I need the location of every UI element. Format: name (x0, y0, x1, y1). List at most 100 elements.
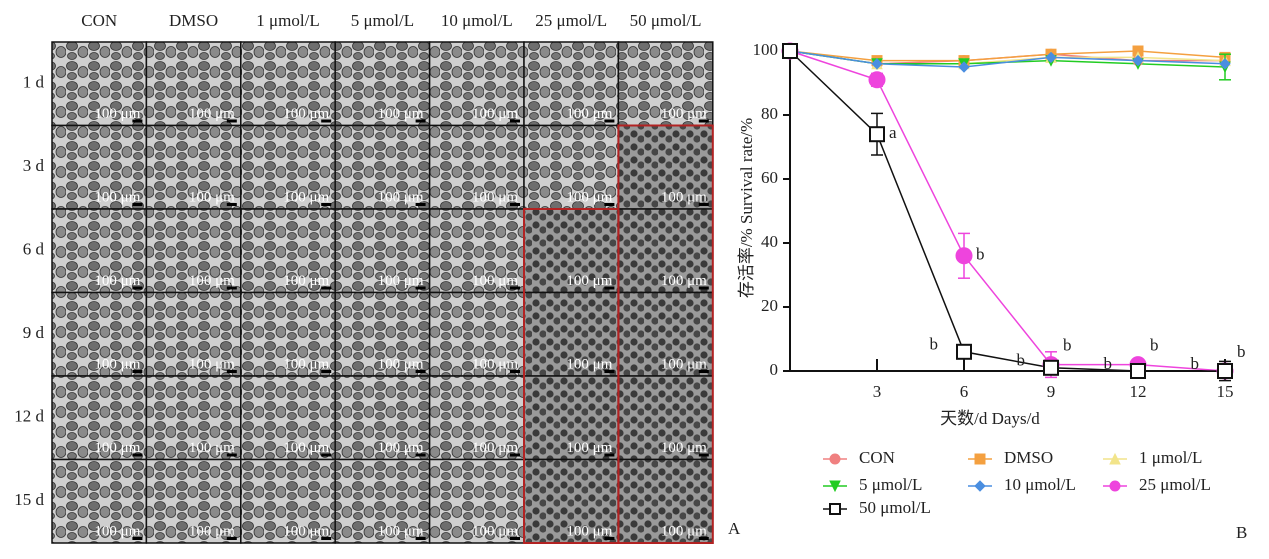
point (956, 343, 972, 360)
micrograph (51, 291, 148, 377)
micrograph (523, 458, 620, 544)
legend-label: 25 μmol/L (1139, 475, 1211, 494)
scale-bar (132, 286, 143, 290)
scale-bar (415, 537, 426, 540)
scale-bar (132, 370, 143, 373)
scale-bar (415, 119, 426, 123)
point (1217, 363, 1233, 379)
legend-item: 5 μmol/L (823, 475, 922, 494)
scale-bar-label: 100 μm (661, 356, 707, 372)
scale-bar-label: 100 μm (94, 106, 140, 122)
scale-bar-label: 100 μm (472, 356, 518, 372)
scale-bar (604, 370, 615, 373)
scale-bar (510, 119, 520, 123)
column-label: CON (81, 11, 117, 30)
scale-bar (510, 286, 520, 290)
scale-bar (132, 119, 143, 123)
scale-bar (226, 537, 237, 540)
significance-label: b (1063, 336, 1072, 355)
series-line (789, 50, 1226, 68)
legend-label: 5 μmol/L (859, 475, 922, 494)
scale-bar-label: 100 μm (661, 189, 707, 205)
scale-bar (604, 453, 615, 457)
scale-bar (226, 203, 237, 206)
scale-bar (415, 203, 426, 206)
series-line (789, 50, 1225, 372)
scale-bar-label: 100 μm (472, 106, 518, 122)
legend-label: 1 μmol/L (1139, 448, 1202, 467)
significance-label: b (1104, 354, 1113, 373)
y-tick-label: 80 (761, 104, 778, 123)
legend-item: 50 μmol/L (823, 498, 931, 517)
series-line (789, 50, 1226, 372)
scale-bar (604, 119, 615, 123)
micrograph (428, 375, 525, 461)
scale-bar-label: 100 μm (566, 189, 612, 205)
scale-bar-label: 100 μm (189, 523, 235, 539)
column-label: 25 μmol/L (535, 11, 607, 30)
y-tick-label: 20 (761, 296, 778, 315)
scale-bar-label: 100 μm (566, 273, 612, 289)
scale-bar-label: 100 μm (94, 273, 140, 289)
scale-bar-label: 100 μm (283, 106, 329, 122)
scale-bar (510, 453, 520, 457)
legend-item: 25 μmol/L (1103, 475, 1211, 494)
point (1045, 51, 1057, 64)
micrograph (428, 208, 525, 294)
legend-marker (974, 480, 986, 492)
legend-item: 1 μmol/L (1103, 448, 1202, 467)
point (782, 43, 798, 59)
scale-bar (698, 370, 709, 373)
scale-bar-label: 100 μm (378, 356, 424, 372)
scale-bar-label: 100 μm (661, 523, 707, 539)
x-tick-label: 6 (960, 382, 969, 401)
point (1132, 54, 1144, 67)
scale-bar-label: 100 μm (94, 356, 140, 372)
scale-bar-label: 100 μm (378, 189, 424, 205)
micrograph (334, 458, 431, 544)
micrograph (617, 375, 714, 461)
significance-label: b (976, 245, 985, 264)
scale-bar (321, 119, 332, 123)
micrograph (334, 208, 431, 294)
column-label: 50 μmol/L (630, 11, 702, 30)
point (958, 61, 970, 73)
scale-bar (698, 203, 709, 206)
legend-label: DMSO (1004, 448, 1053, 467)
micrograph (523, 124, 620, 210)
scale-bar-label: 100 μm (378, 273, 424, 289)
row-label: 12 d (14, 407, 44, 426)
x-tick-label: 9 (1047, 382, 1056, 401)
scale-bar (415, 286, 426, 290)
y-tick-label: 100 (753, 40, 779, 59)
scale-bar (698, 453, 709, 457)
scale-bar-label: 100 μm (566, 523, 612, 539)
scale-bar-label: 100 μm (189, 440, 235, 456)
scale-bar (321, 453, 332, 457)
micrograph (145, 458, 242, 544)
scale-bar-label: 100 μm (566, 440, 612, 456)
scale-bar-label: 100 μm (378, 106, 424, 122)
scale-bar (415, 453, 426, 457)
scale-bar-label: 100 μm (661, 440, 707, 456)
micrograph (240, 124, 336, 210)
micrograph (428, 458, 525, 544)
row-label: 3 d (23, 156, 45, 175)
scale-bar-label: 100 μm (661, 106, 707, 122)
micrograph (51, 124, 148, 210)
scale-bar (321, 286, 332, 290)
scale-bar-label: 100 μm (283, 189, 329, 205)
scale-bar-label: 100 μm (189, 356, 235, 372)
micrograph (51, 375, 148, 461)
significance-label: a (889, 123, 897, 142)
micrograph (617, 124, 714, 210)
scale-bar (132, 203, 143, 206)
legend-marker (829, 480, 841, 493)
scale-bar (321, 537, 332, 540)
scale-bar-label: 100 μm (566, 106, 612, 122)
scale-bar-label: 100 μm (472, 273, 518, 289)
legend-marker (829, 503, 841, 515)
scale-bar (226, 286, 237, 290)
micrograph (334, 291, 431, 377)
scale-bar (226, 119, 237, 123)
